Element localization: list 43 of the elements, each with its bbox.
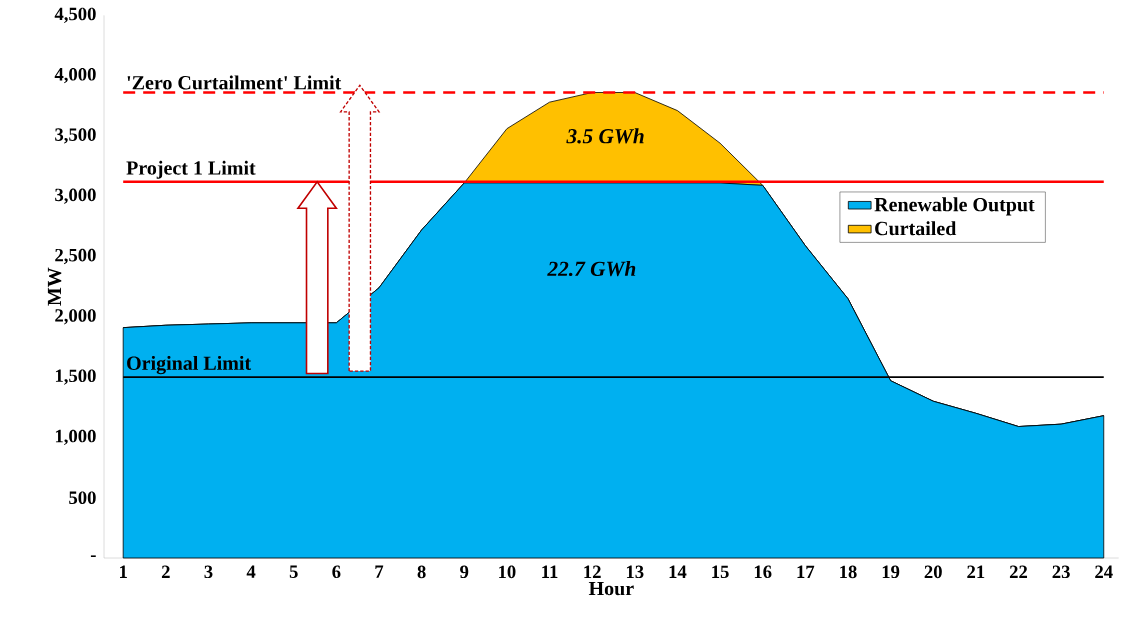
y-tick-label: 3,500 bbox=[55, 128, 96, 144]
ref-line-label: 'Zero Curtailment' Limit bbox=[127, 75, 342, 90]
x-tick-label: 17 bbox=[797, 565, 815, 578]
ref-line-label: Project 1 Limit bbox=[126, 160, 256, 179]
x-axis-title: Hour bbox=[588, 581, 634, 596]
y-axis-title: MW bbox=[47, 267, 62, 306]
x-tick-label: 12 bbox=[584, 565, 601, 578]
x-tick-label: 22 bbox=[1009, 565, 1028, 578]
x-tick-label: 4 bbox=[246, 565, 256, 578]
x-tick-label: 8 bbox=[417, 565, 426, 579]
x-tick-label: 16 bbox=[754, 565, 772, 579]
y-tick-label: 2,000 bbox=[55, 309, 96, 325]
x-tick-label: 6 bbox=[332, 565, 341, 579]
legend-label: Renewable Output bbox=[874, 197, 1035, 216]
annotation: 22.7 GWh bbox=[547, 261, 636, 277]
y-tick-label: 1,500 bbox=[55, 369, 96, 385]
x-tick-label: 24 bbox=[1095, 565, 1113, 578]
x-tick-label: 18 bbox=[840, 565, 857, 579]
legend-label: Curtailed bbox=[875, 221, 957, 236]
x-tick-label: 1 bbox=[120, 565, 127, 578]
x-tick-label: 5 bbox=[289, 565, 298, 578]
x-tick-label: 10 bbox=[499, 565, 516, 579]
x-tick-label: 3 bbox=[204, 565, 213, 579]
x-tick-label: 7 bbox=[375, 565, 384, 578]
x-tick-label: 15 bbox=[712, 565, 729, 579]
x-tick-label: 9 bbox=[460, 565, 469, 579]
y-tick-label: 3,000 bbox=[55, 188, 96, 204]
y-tick-label: 4,500 bbox=[54, 7, 96, 23]
x-tick-label: 14 bbox=[669, 565, 687, 578]
y-tick-label: 1,000 bbox=[55, 429, 96, 446]
y-tick-label: 500 bbox=[69, 491, 96, 505]
y-tick-label: 4,000 bbox=[54, 67, 96, 84]
x-tick-label: 2 bbox=[161, 565, 170, 578]
y-tick-label: - bbox=[90, 555, 96, 557]
x-tick-label: 13 bbox=[626, 565, 644, 579]
x-tick-label: 19 bbox=[882, 565, 900, 579]
ref-line-label: Original Limit bbox=[127, 355, 252, 375]
x-tick-label: 21 bbox=[967, 565, 985, 578]
x-tick-label: 11 bbox=[542, 565, 558, 578]
y-tick-label: 2,500 bbox=[55, 248, 96, 265]
x-tick-label: 23 bbox=[1052, 565, 1070, 579]
annotation: 3.5 GWh bbox=[566, 128, 644, 144]
x-tick-label: 20 bbox=[924, 565, 942, 579]
